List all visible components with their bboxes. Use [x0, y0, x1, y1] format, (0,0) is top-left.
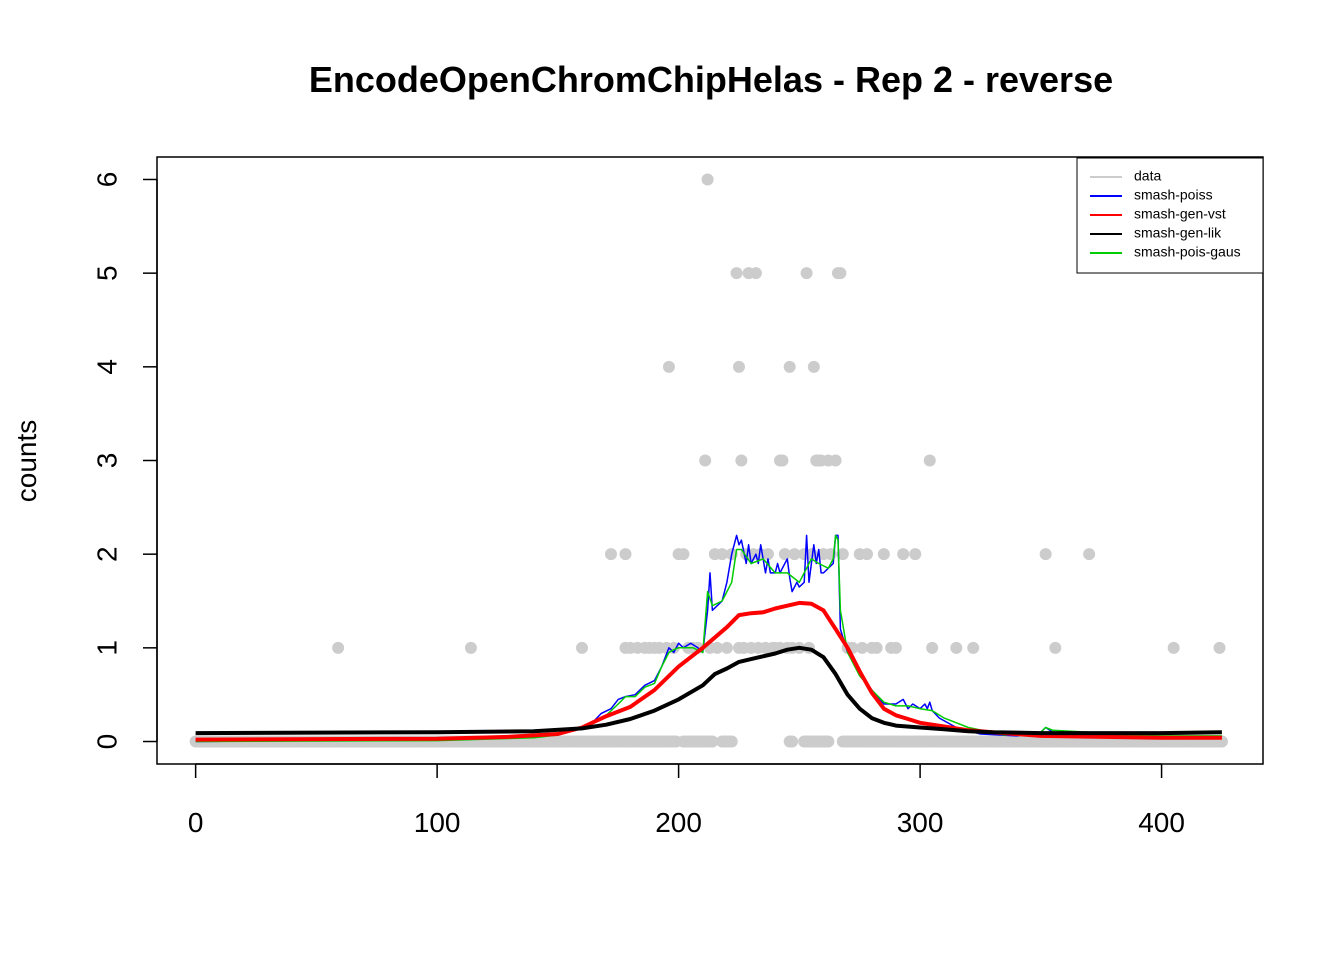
data-point: [761, 548, 774, 561]
data-point: [701, 173, 714, 186]
data-point: [950, 641, 963, 654]
y-axis-label: counts: [11, 420, 42, 503]
legend-label: smash-pois-gaus: [1134, 244, 1241, 260]
y-tick-label: 5: [91, 265, 122, 281]
data-point: [332, 641, 345, 654]
x-axis: 0 100 200 300 400: [188, 763, 1185, 838]
data-point: [716, 548, 729, 561]
data-point: [788, 548, 801, 561]
data-point: [776, 454, 789, 467]
chart-title: EncodeOpenChromChipHelas - Rep 2 - rever…: [309, 59, 1113, 100]
data-point: [706, 735, 719, 748]
data-point: [889, 641, 902, 654]
data-point: [967, 641, 980, 654]
data-point: [1049, 641, 1062, 654]
x-tick-label: 0: [188, 807, 204, 838]
x-tick-label: 100: [414, 807, 461, 838]
data-point: [662, 360, 675, 373]
y-tick-label: 2: [91, 546, 122, 562]
data-point: [730, 267, 743, 280]
data-point: [732, 360, 745, 373]
y-tick-label: 4: [91, 359, 122, 375]
data-point: [822, 735, 835, 748]
data-point: [699, 454, 712, 467]
y-tick-label: 1: [91, 640, 122, 656]
x-tick-label: 300: [897, 807, 944, 838]
y-tick-label: 0: [91, 734, 122, 750]
x-tick-label: 200: [655, 807, 702, 838]
data-point: [1167, 641, 1180, 654]
data-point: [464, 641, 477, 654]
data-point: [1039, 548, 1052, 561]
data-point: [778, 548, 791, 561]
data-point: [877, 548, 890, 561]
data-point: [829, 454, 842, 467]
data-point: [604, 548, 617, 561]
data-points-layer: [189, 173, 1228, 748]
series-layer: [195, 534, 1222, 743]
series-line-smash-pois-gaus: [195, 534, 1222, 743]
data-point: [735, 454, 748, 467]
data-point: [836, 548, 849, 561]
data-point: [897, 548, 910, 561]
data-point: [807, 360, 820, 373]
legend-label: smash-gen-lik: [1134, 225, 1222, 241]
data-point: [1213, 641, 1226, 654]
data-point: [926, 641, 939, 654]
legend-label: data: [1134, 168, 1161, 184]
data-point: [860, 548, 873, 561]
y-tick-label: 6: [91, 172, 122, 188]
legend: data smash-poiss smash-gen-vst smash-gen-li…: [1076, 157, 1264, 274]
y-axis: 0 1 2 3 4 5 6: [91, 172, 158, 750]
data-point: [800, 267, 813, 280]
data-point: [909, 548, 922, 561]
data-point: [677, 548, 690, 561]
data-point: [783, 360, 796, 373]
data-point: [749, 267, 762, 280]
data-point: [923, 454, 936, 467]
series-line-smash-gen-lik: [195, 645, 1222, 736]
data-point: [619, 548, 632, 561]
data-point: [856, 641, 869, 654]
data-point: [711, 641, 724, 654]
series-line-smash-poiss: [195, 534, 1222, 743]
y-tick-label: 3: [91, 453, 122, 469]
legend-label: smash-gen-vst: [1134, 206, 1226, 222]
x-tick-label: 400: [1138, 807, 1185, 838]
data-point: [725, 735, 738, 748]
data-point: [720, 641, 733, 654]
data-point: [576, 641, 589, 654]
series-line-smash-gen-vst: [195, 600, 1222, 742]
data-point: [786, 735, 799, 748]
data-point: [1083, 548, 1096, 561]
data-point: [870, 641, 883, 654]
data-point: [834, 267, 847, 280]
legend-label: smash-poiss: [1134, 187, 1213, 203]
